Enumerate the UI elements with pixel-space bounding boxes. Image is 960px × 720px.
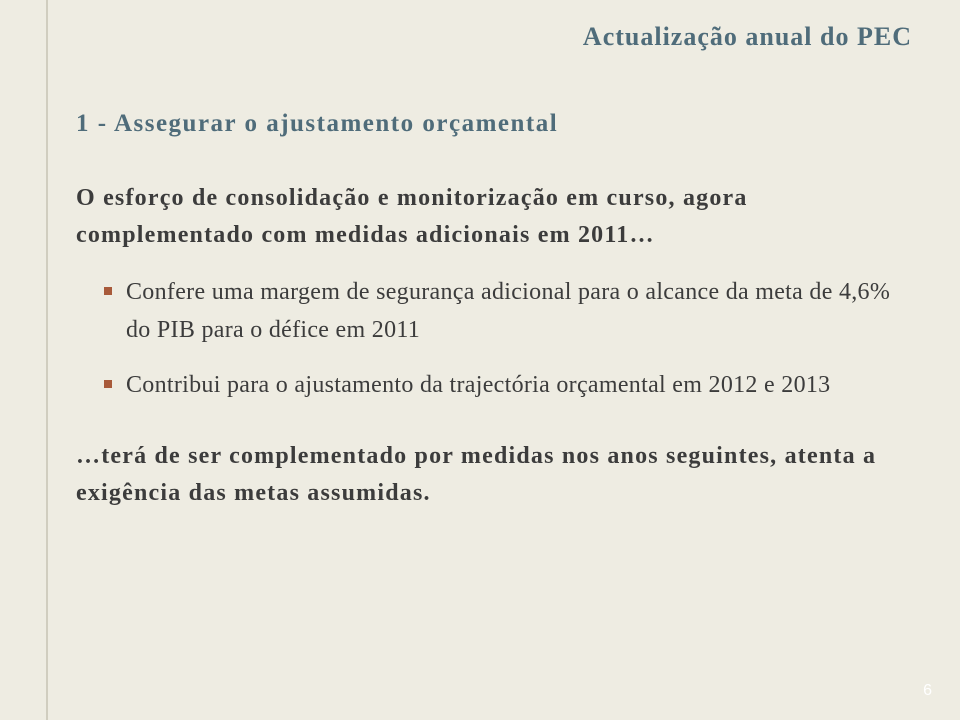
bullet-text: Confere uma margem de segurança adiciona…: [126, 274, 912, 348]
bullet-icon: [104, 380, 112, 388]
bullet-icon: [104, 287, 112, 295]
list-item: Confere uma margem de segurança adiciona…: [104, 274, 912, 348]
list-item: Contribui para o ajustamento da trajectó…: [104, 367, 912, 404]
page-number: 6: [923, 682, 932, 700]
intro-paragraph: O esforço de consolidação e monitorizaçã…: [76, 180, 912, 254]
section-title: 1 - Assegurar o ajustamento orçamental: [76, 110, 912, 138]
header-title: Actualização anual do PEC: [76, 22, 912, 52]
bullet-list: Confere uma margem de segurança adiciona…: [76, 274, 912, 404]
slide-content: Actualização anual do PEC 1 - Assegurar …: [76, 22, 912, 512]
margin-rule: [46, 0, 48, 720]
bullet-text: Contribui para o ajustamento da trajectó…: [126, 367, 830, 404]
outro-paragraph: …terá de ser complementado por medidas n…: [76, 438, 912, 512]
